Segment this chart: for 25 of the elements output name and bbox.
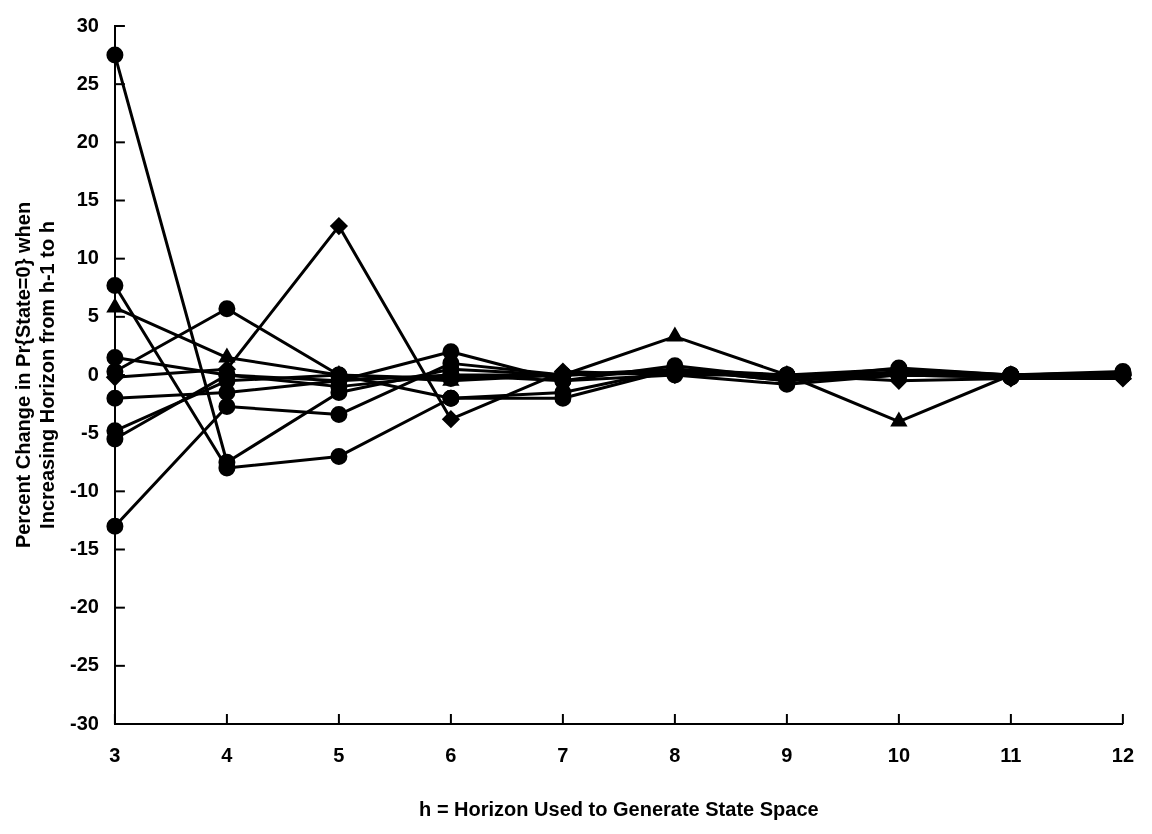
y-tick-label: -10	[70, 478, 99, 501]
y-tick-label: 10	[76, 246, 99, 269]
y-tick-label: 15	[76, 188, 99, 211]
x-tick-label: 11	[1000, 743, 1022, 766]
y-tick-label: -25	[70, 653, 99, 676]
y-tick-label: -5	[81, 420, 99, 443]
x-axis-title: h = Horizon Used to Generate State Space	[419, 797, 819, 820]
x-tick-label: 4	[221, 743, 234, 766]
x-tick-label: 3	[109, 743, 121, 766]
y-tick-label: 5	[87, 304, 99, 327]
y-tick-label: 25	[76, 71, 99, 94]
y-tick-label: -30	[70, 711, 99, 734]
x-tick-label: 6	[445, 743, 457, 766]
y-tick-label: 0	[87, 362, 99, 385]
x-tick-label: 8	[669, 743, 681, 766]
y-tick-label: -15	[70, 537, 99, 560]
x-tick-label: 7	[557, 743, 569, 766]
x-tick-label: 5	[333, 743, 345, 766]
x-tick-label: 12	[1111, 743, 1134, 766]
y-tick-label: 30	[76, 13, 99, 36]
y-axis-title: Percent Change in Pr{State=0} when Increasing Horizon from h-1 to h	[11, 201, 58, 549]
x-tick-label: 9	[781, 743, 793, 766]
y-tick-label: 20	[76, 129, 99, 152]
x-tick-label: 10	[887, 743, 911, 766]
y-tick-label: -20	[70, 595, 99, 618]
